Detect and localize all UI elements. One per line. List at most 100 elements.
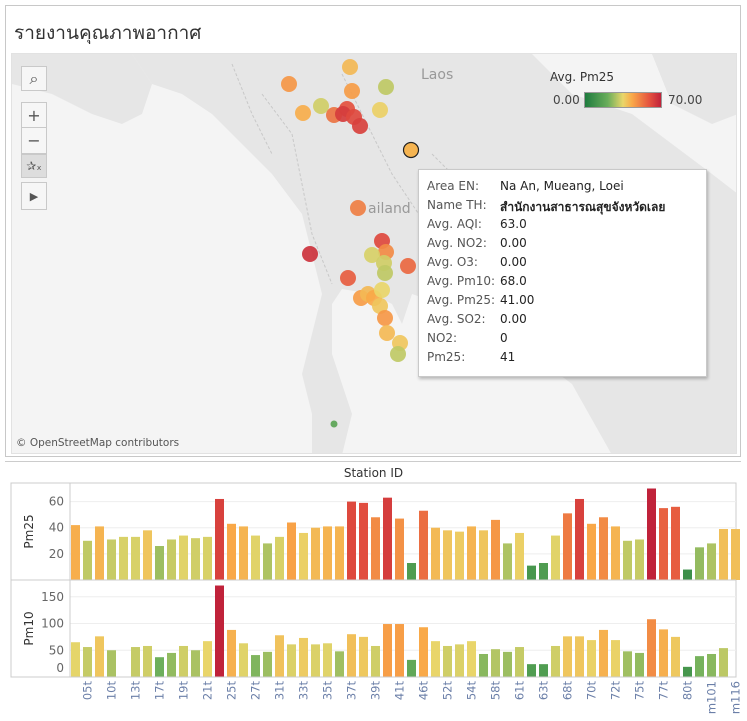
station-markers <box>281 59 420 428</box>
station-marker[interactable] <box>350 200 366 216</box>
tooltip-value: 68.0 <box>500 274 527 288</box>
bar-pm10 <box>287 644 296 677</box>
bar-pm25 <box>515 532 524 580</box>
station-marker[interactable] <box>390 346 406 362</box>
bar-pm10 <box>479 653 488 677</box>
tooltip-row: Avg. AQI: 63.0 <box>427 217 527 236</box>
station-marker[interactable] <box>302 246 318 262</box>
tooltip-row: Area EN: Na An, Mueang, Loei <box>427 179 624 198</box>
bar-pm25 <box>431 527 440 580</box>
expand-arrow-icon: ▶ <box>29 189 39 203</box>
bar-pm25 <box>347 501 356 580</box>
station-marker[interactable] <box>379 325 395 341</box>
station-marker[interactable] <box>374 282 390 298</box>
tooltip-row: Avg. Pm25: 41.00 <box>427 293 534 312</box>
selected-station-marker[interactable] <box>402 141 420 159</box>
bar-pm25 <box>119 536 128 580</box>
station-marker[interactable] <box>281 76 297 92</box>
bar-pm25 <box>107 539 116 580</box>
unpin-button[interactable]: ✰ₓ <box>21 154 47 178</box>
station-marker[interactable] <box>372 298 388 314</box>
bar-pm25 <box>359 502 368 580</box>
x-tick-label: m116 <box>729 681 743 714</box>
bar-pm10 <box>203 641 212 677</box>
bar-pm10 <box>395 624 404 677</box>
bar-pm10 <box>347 634 356 677</box>
tooltip-value: 0 <box>500 331 508 345</box>
bar-pm10 <box>419 627 428 677</box>
station-marker[interactable] <box>378 79 394 95</box>
x-tick-label: 46t <box>417 681 431 701</box>
map-label-laos: Laos <box>421 67 454 83</box>
bar-pm25 <box>227 523 236 580</box>
tooltip-key: NO2: <box>427 331 458 345</box>
y-tick-label: 60 <box>49 495 64 509</box>
bar-pm25 <box>131 536 140 580</box>
bar-pm10 <box>539 664 548 677</box>
x-tick-label: 13t <box>129 681 143 701</box>
station-tooltip: Area EN: Na An, Mueang, Loei Name TH: สำนัก… <box>418 169 707 377</box>
bar-pm10 <box>527 664 536 677</box>
bar-pm10 <box>239 643 248 677</box>
x-tick-label: 35t <box>321 681 335 701</box>
station-marker[interactable] <box>400 258 416 274</box>
station-marker[interactable] <box>313 98 329 114</box>
bar-pm10 <box>587 640 596 677</box>
bar-pm10 <box>515 647 524 677</box>
station-marker[interactable] <box>342 59 358 75</box>
bar-pm25 <box>251 535 260 580</box>
tooltip-value: 41.00 <box>500 293 535 307</box>
station-marker[interactable] <box>295 105 311 121</box>
x-tick-label: 61t <box>513 681 527 701</box>
bar-pm25 <box>311 527 320 580</box>
y-tick-label: 100 <box>41 617 64 631</box>
bar-pm10 <box>167 652 176 677</box>
bar-pm10 <box>83 647 92 677</box>
bar-pm25 <box>275 536 284 580</box>
legend-min: 0.00 <box>553 93 580 107</box>
station-marker[interactable] <box>344 83 360 99</box>
x-tick-label: 37t <box>345 681 359 701</box>
tooltip-key: Pm25: <box>427 350 466 364</box>
station-marker[interactable] <box>377 310 393 326</box>
unpin-icon: ✰ₓ <box>26 159 42 173</box>
x-tick-label: 27t <box>249 681 263 701</box>
tooltip-value: 0.00 <box>500 312 527 326</box>
tooltip-key: Avg. Pm25: <box>427 293 496 307</box>
bar-pm10 <box>335 651 344 677</box>
station-marker[interactable] <box>352 118 368 134</box>
search-button[interactable]: ⌕ <box>21 66 47 91</box>
x-tick-label: 33t <box>297 681 311 701</box>
map-attribution[interactable]: © OpenStreetMap contributors <box>16 437 180 449</box>
tooltip-row: Avg. Pm10: 68.0 <box>427 274 527 293</box>
zoom-in-button[interactable]: + <box>21 102 47 128</box>
bar-pm25 <box>635 539 644 580</box>
bar-pm10 <box>299 637 308 677</box>
station-marker[interactable] <box>330 420 338 428</box>
bar-pm25 <box>587 523 596 580</box>
page-title: รายงานคุณภาพอากาศ <box>14 22 202 44</box>
x-tick-label: 52t <box>441 681 455 701</box>
bar-pm25 <box>479 530 488 580</box>
station-marker[interactable] <box>372 102 388 118</box>
bar-pm25 <box>155 546 164 580</box>
tooltip-value: 41 <box>500 350 516 364</box>
expand-toolbar-button[interactable]: ▶ <box>21 182 47 210</box>
station-marker[interactable] <box>377 265 393 281</box>
bar-pm10 <box>455 644 464 677</box>
bar-pm10 <box>671 636 680 677</box>
x-tick-label: 10t <box>105 681 119 701</box>
bar-pm25 <box>263 543 272 580</box>
bar-pm10 <box>95 636 104 677</box>
bar-pm25 <box>455 531 464 580</box>
bar-pm10 <box>503 651 512 677</box>
station-marker[interactable] <box>364 247 380 263</box>
y-axis-title: Pm10 <box>22 611 36 645</box>
bar-pm25 <box>407 563 416 580</box>
land-northwest <box>12 54 152 124</box>
bar-pm10 <box>263 651 272 677</box>
zoom-out-button[interactable]: − <box>21 128 47 154</box>
station-marker[interactable] <box>340 270 356 286</box>
bar-pm10 <box>155 657 164 677</box>
bar-pm10 <box>371 645 380 677</box>
